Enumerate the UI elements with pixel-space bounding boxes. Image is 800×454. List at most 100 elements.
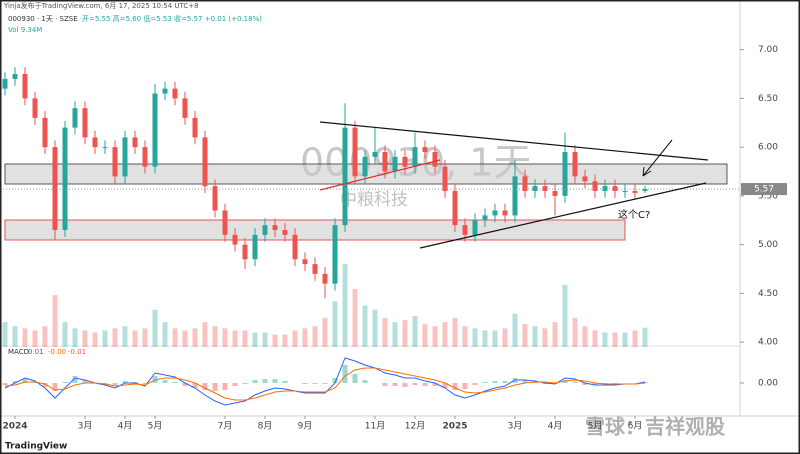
volume-bar xyxy=(12,326,18,347)
candle-body xyxy=(482,215,488,221)
volume-bar xyxy=(482,330,488,347)
macd-hist xyxy=(82,380,88,383)
macd-title: MACD xyxy=(8,348,29,356)
macd-hist xyxy=(112,383,118,385)
candle-body xyxy=(522,176,528,192)
watermark-source: 雪球：吉祥观股 xyxy=(585,415,725,439)
candle-body xyxy=(12,74,18,79)
macd-hist xyxy=(392,383,398,386)
candle-body xyxy=(402,156,408,167)
macd-legend: 0.01 xyxy=(28,348,44,356)
candle-body xyxy=(502,210,508,216)
trend-line xyxy=(319,159,441,191)
macd-hist xyxy=(592,383,598,385)
x-tick-label: 6月 xyxy=(628,421,643,432)
candle-body xyxy=(262,225,268,235)
x-tick-label: 3月 xyxy=(78,421,93,432)
candle-body xyxy=(622,191,628,193)
candle-body xyxy=(422,147,428,153)
candle-body xyxy=(492,210,498,216)
zone-rect xyxy=(4,219,626,241)
volume-bar xyxy=(222,328,228,347)
macd-tick-label: 0.00 xyxy=(758,379,778,389)
macd-hist xyxy=(62,382,68,383)
x-tick-label: 2025 xyxy=(442,422,467,432)
volume-bar xyxy=(212,326,218,347)
macd-hist xyxy=(362,380,368,383)
macd-hist xyxy=(262,379,268,383)
candle-body xyxy=(542,186,548,192)
macd-hist xyxy=(272,379,278,383)
x-tick-label: 5月 xyxy=(588,421,603,432)
candle-body xyxy=(562,152,568,196)
candle-body xyxy=(22,74,28,99)
macd-hist xyxy=(232,383,238,386)
volume-bar xyxy=(632,330,638,347)
arrow-head xyxy=(642,166,652,177)
macd-hist xyxy=(432,383,438,386)
volume-bar xyxy=(362,305,368,347)
macd-hist xyxy=(482,382,488,383)
candle-body xyxy=(602,186,608,192)
annotation: 这个C? xyxy=(618,208,650,221)
candle-body xyxy=(72,108,78,128)
macd-hist xyxy=(282,381,288,383)
watermark-name: 中粮科技 xyxy=(340,190,408,210)
x-tick-label: 12月 xyxy=(405,421,425,432)
volume-bar xyxy=(502,328,508,347)
candle-body xyxy=(192,117,198,138)
volume-bar xyxy=(42,326,48,347)
macd-hist xyxy=(12,381,18,383)
candle-body xyxy=(132,137,138,148)
candle-body xyxy=(372,152,378,157)
candle-body xyxy=(102,147,108,149)
macd-hist xyxy=(72,376,78,383)
volume-bar xyxy=(62,322,68,347)
volume-bar xyxy=(432,326,438,347)
x-tick-label: 2024 xyxy=(2,422,27,432)
candle-body xyxy=(172,88,178,99)
volume-bar xyxy=(312,326,318,347)
last-price-label: 5.57 xyxy=(754,185,774,195)
macd-hist xyxy=(172,382,178,383)
volume-bar xyxy=(122,326,128,347)
volume-bar xyxy=(32,330,38,347)
y-tick-label: 7.00 xyxy=(758,45,778,55)
candle-body xyxy=(112,147,118,177)
trend-line xyxy=(419,182,707,249)
arrow xyxy=(642,139,673,177)
macd-hist xyxy=(42,383,48,387)
candle-body xyxy=(122,137,128,177)
candle-body xyxy=(282,230,288,235)
candle-body xyxy=(312,264,318,274)
volume-bar xyxy=(602,332,608,347)
macd-hist xyxy=(422,383,428,386)
volume-bar xyxy=(252,332,258,347)
volume-bar xyxy=(282,334,288,347)
x-tick-label: 7月 xyxy=(218,421,233,432)
volume-bar xyxy=(532,326,538,347)
candle-body xyxy=(252,234,258,260)
candle-body xyxy=(212,186,218,211)
macd-hist xyxy=(382,383,388,386)
candle-body xyxy=(152,93,158,167)
volume-bar xyxy=(112,328,118,347)
candle-body xyxy=(62,127,68,231)
macd-hist xyxy=(342,365,348,383)
macd-hist xyxy=(402,383,408,387)
y-tick-label: 4.50 xyxy=(758,289,778,299)
volume-bar xyxy=(642,327,648,347)
volume-bar xyxy=(352,288,358,347)
volume-bar xyxy=(422,324,428,347)
macd-hist xyxy=(222,383,228,390)
candle-body xyxy=(552,191,558,196)
volume-bar xyxy=(472,328,478,347)
candle-body xyxy=(82,108,88,138)
y-tick-label: 4.00 xyxy=(758,338,778,348)
macd-legend: -0.01 xyxy=(68,348,86,356)
macd-hist xyxy=(332,378,338,383)
candle-body xyxy=(42,117,48,148)
volume-bar xyxy=(492,330,498,347)
x-tick-label: 8月 xyxy=(258,421,273,432)
volume-bar xyxy=(322,317,328,347)
